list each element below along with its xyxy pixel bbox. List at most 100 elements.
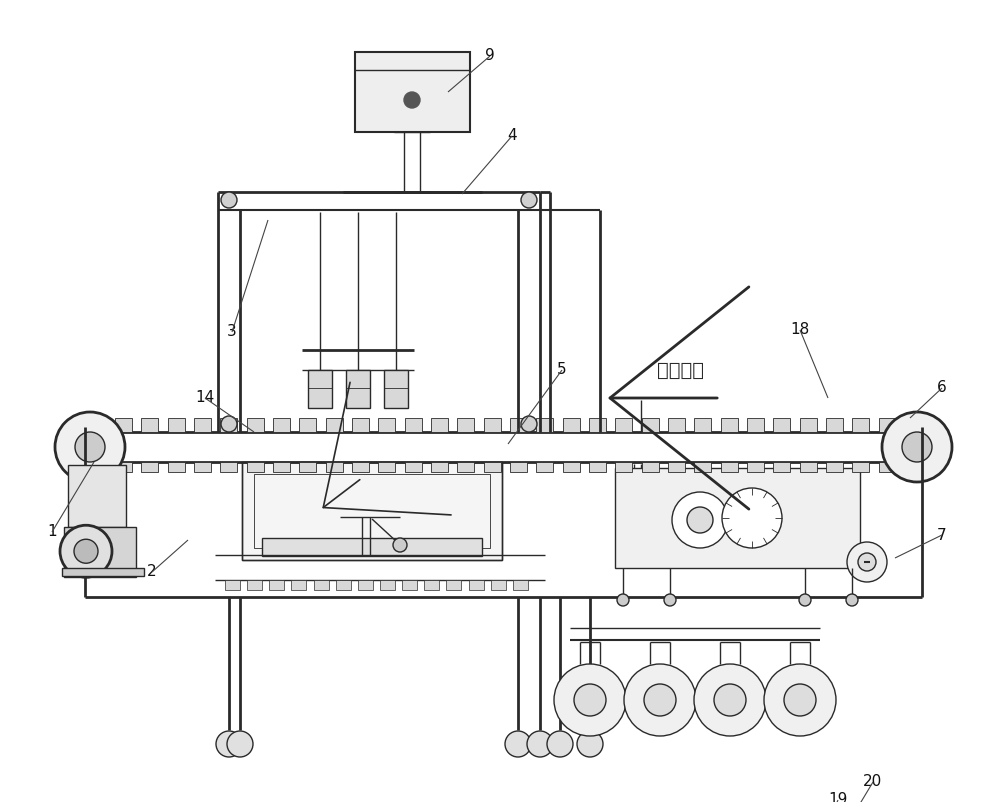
Circle shape: [216, 731, 242, 757]
Circle shape: [60, 525, 112, 577]
Bar: [800, 418, 817, 432]
Bar: [326, 418, 343, 432]
Circle shape: [574, 684, 606, 716]
Text: 4: 4: [507, 128, 517, 144]
Bar: [254, 474, 490, 548]
Bar: [378, 462, 395, 472]
Bar: [384, 370, 408, 408]
Bar: [273, 462, 290, 472]
Circle shape: [799, 594, 811, 606]
Bar: [446, 580, 461, 590]
Bar: [747, 462, 764, 472]
Bar: [299, 462, 316, 472]
Bar: [563, 418, 580, 432]
Circle shape: [694, 664, 766, 736]
Bar: [484, 418, 501, 432]
Bar: [694, 462, 711, 472]
Circle shape: [527, 731, 553, 757]
Circle shape: [521, 192, 537, 208]
Circle shape: [221, 192, 237, 208]
Bar: [615, 462, 632, 472]
Bar: [773, 418, 790, 432]
Text: 18: 18: [790, 322, 810, 338]
Circle shape: [547, 731, 573, 757]
Bar: [314, 580, 329, 590]
Bar: [352, 462, 369, 472]
Circle shape: [902, 432, 932, 462]
Circle shape: [846, 594, 858, 606]
Circle shape: [55, 412, 125, 482]
Bar: [336, 580, 351, 590]
Bar: [826, 418, 843, 432]
Bar: [194, 462, 211, 472]
Bar: [220, 462, 237, 472]
Bar: [355, 52, 470, 132]
Circle shape: [75, 432, 105, 462]
Bar: [378, 418, 395, 432]
Circle shape: [624, 664, 696, 736]
Bar: [773, 462, 790, 472]
Bar: [536, 462, 553, 472]
Bar: [668, 418, 685, 432]
Bar: [346, 370, 370, 408]
Circle shape: [847, 542, 887, 582]
Circle shape: [393, 538, 407, 552]
Bar: [326, 462, 343, 472]
Bar: [242, 462, 502, 560]
Text: 3: 3: [227, 325, 237, 339]
Circle shape: [521, 416, 537, 432]
Bar: [247, 580, 262, 590]
Bar: [457, 462, 474, 472]
Text: 20: 20: [863, 775, 883, 789]
Bar: [431, 418, 448, 432]
Bar: [242, 462, 502, 560]
Bar: [668, 462, 685, 472]
Bar: [589, 418, 606, 432]
Text: 2: 2: [147, 565, 157, 580]
Bar: [352, 418, 369, 432]
Bar: [469, 580, 484, 590]
Text: 9: 9: [485, 48, 495, 63]
Circle shape: [505, 731, 531, 757]
Bar: [615, 418, 632, 432]
Bar: [402, 580, 417, 590]
Bar: [168, 462, 185, 472]
Circle shape: [784, 684, 816, 716]
Bar: [563, 462, 580, 472]
Bar: [247, 418, 264, 432]
Bar: [358, 580, 373, 590]
Circle shape: [722, 488, 782, 548]
Text: 运行方向: 运行方向: [656, 361, 704, 379]
Bar: [247, 462, 264, 472]
Circle shape: [882, 412, 952, 482]
Bar: [800, 462, 817, 472]
Text: 19: 19: [828, 792, 848, 802]
Bar: [269, 580, 284, 590]
Bar: [194, 418, 211, 432]
Bar: [491, 580, 506, 590]
Bar: [68, 465, 126, 527]
Bar: [826, 462, 843, 472]
Bar: [879, 462, 896, 472]
Bar: [721, 462, 738, 472]
Bar: [852, 462, 869, 472]
Bar: [405, 418, 422, 432]
Bar: [589, 462, 606, 472]
Bar: [642, 418, 659, 432]
Circle shape: [74, 539, 98, 563]
Bar: [115, 462, 132, 472]
Bar: [308, 370, 332, 408]
Bar: [220, 418, 237, 432]
Text: 6: 6: [937, 380, 947, 395]
Circle shape: [714, 684, 746, 716]
Bar: [513, 580, 528, 590]
Bar: [694, 418, 711, 432]
Circle shape: [227, 731, 253, 757]
Text: 14: 14: [195, 391, 215, 406]
Text: 1: 1: [47, 525, 57, 540]
Bar: [299, 418, 316, 432]
Bar: [62, 568, 144, 576]
Bar: [168, 418, 185, 432]
Bar: [510, 418, 527, 432]
Bar: [457, 418, 474, 432]
